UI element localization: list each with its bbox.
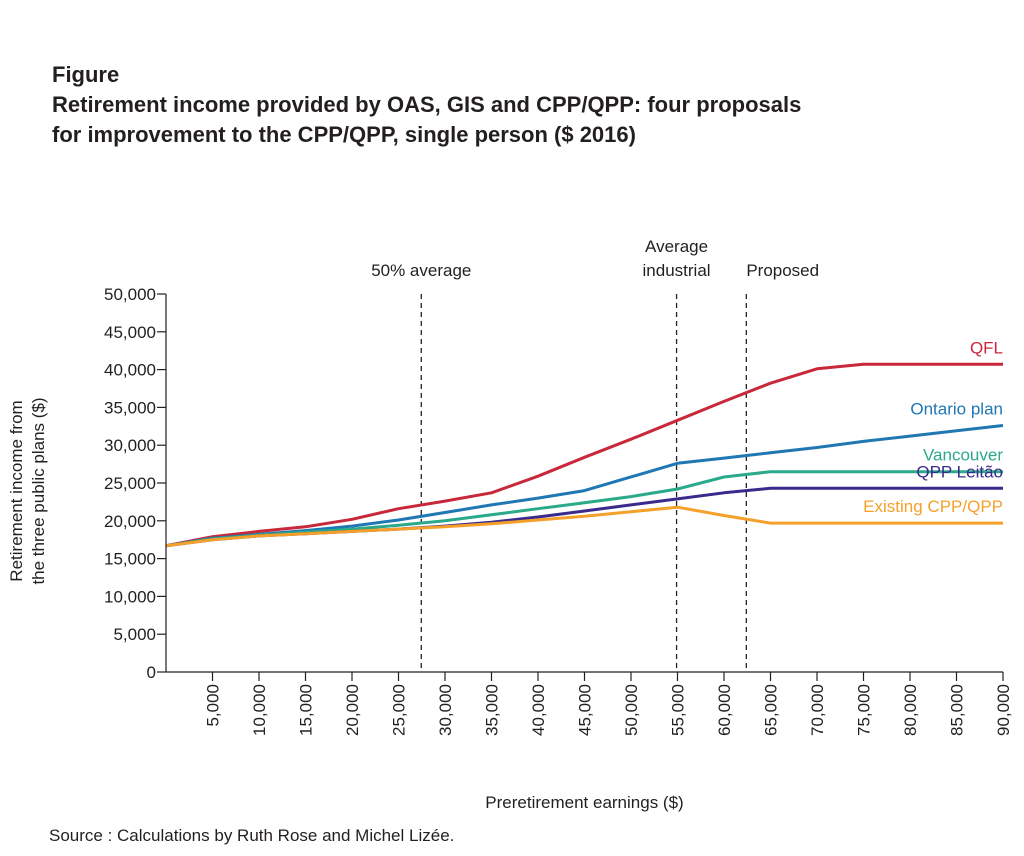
series-line-qfl xyxy=(165,362,1003,548)
y-tick-label: 35,000 xyxy=(104,398,156,417)
figure-title-line-2: for improvement to the CPP/QPP, single p… xyxy=(52,122,636,147)
series-label-qpp-leit-o: QPP Leitão xyxy=(916,462,1003,481)
y-tick-label: 0 xyxy=(147,663,156,682)
x-tick-label: 45,000 xyxy=(576,684,595,736)
reference-line-label: Average xyxy=(645,237,708,256)
x-tick-label: 10,000 xyxy=(250,684,269,736)
y-tick-label: 25,000 xyxy=(104,474,156,493)
x-tick-label: 70,000 xyxy=(808,684,827,736)
series-label-ontario-plan: Ontario plan xyxy=(910,400,1003,419)
x-tick-label: 65,000 xyxy=(762,684,781,736)
source-note: Source : Calculations by Ruth Rose and M… xyxy=(49,826,455,845)
x-tick-label: 55,000 xyxy=(669,684,688,736)
x-tick-label: 85,000 xyxy=(948,684,967,736)
series-label-vancouver: Vancouver xyxy=(923,446,1003,465)
x-tick-label: 80,000 xyxy=(901,684,920,736)
x-tick-label: 40,000 xyxy=(529,684,548,736)
series-label-existing-cpp-qpp: Existing CPP/QPP xyxy=(863,497,1003,516)
reference-line-label: Proposed xyxy=(746,261,819,280)
x-tick-label: 50,000 xyxy=(622,684,641,736)
y-tick-label: 15,000 xyxy=(104,550,156,569)
figure-label: Figure xyxy=(52,62,120,87)
axes: 0 5,000 10,000 15,000 20,000 25,000 30,000 35,0… xyxy=(7,285,1013,812)
x-tick-label: 90,000 xyxy=(994,684,1013,736)
y-tick-label: 10,000 xyxy=(104,587,156,606)
figure-title: Retirement income provided by OAS, GIS a… xyxy=(52,90,972,150)
y-tick-label: 45,000 xyxy=(104,323,156,342)
x-tick-label: 60,000 xyxy=(715,684,734,736)
y-tick-label: 50,000 xyxy=(104,285,156,304)
x-tick-label: 75,000 xyxy=(855,684,874,736)
y-axis-label: Retirement income from xyxy=(7,400,26,581)
series-lines xyxy=(165,362,1004,548)
y-axis-label: the three public plans ($) xyxy=(29,397,48,584)
reference-line-label: 50% average xyxy=(371,261,471,280)
x-tick-label: 15,000 xyxy=(297,684,316,736)
reference-line-label: industrial xyxy=(643,261,711,280)
x-axis-label: Preretirement earnings ($) xyxy=(485,793,683,812)
x-tick-label: 30,000 xyxy=(436,684,455,736)
x-tick-label: 35,000 xyxy=(483,684,502,736)
y-tick-label: 20,000 xyxy=(104,512,156,531)
x-tick-label: 25,000 xyxy=(390,684,409,736)
y-tick-label: 5,000 xyxy=(113,625,156,644)
x-tick-label: 5,000 xyxy=(204,684,223,727)
series-label-qfl: QFL xyxy=(970,338,1003,357)
x-tick-label: 20,000 xyxy=(343,684,362,736)
series-line-existing-cpp-qpp xyxy=(165,505,1003,548)
y-tick-label: 40,000 xyxy=(104,361,156,380)
y-tick-label: 30,000 xyxy=(104,436,156,455)
figure-title-line-1: Retirement income provided by OAS, GIS a… xyxy=(52,92,802,117)
reference-lines: 50% average Average industrial Proposed xyxy=(371,237,819,672)
